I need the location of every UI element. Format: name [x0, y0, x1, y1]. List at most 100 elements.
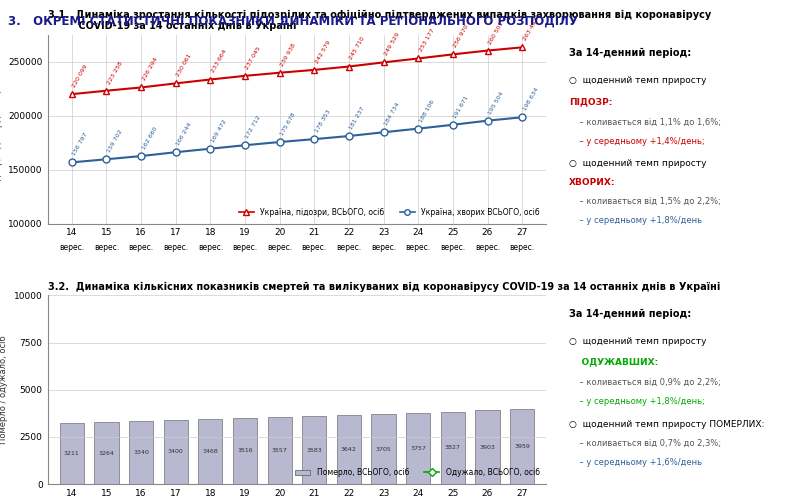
Y-axis label: Підозр/Підтверджено, осіб: Підозр/Підтверджено, осіб [0, 70, 2, 189]
Text: ○  щоденний темп приросту: ○ щоденний темп приросту [569, 76, 709, 85]
Text: 3827: 3827 [445, 446, 461, 451]
Text: – коливається від 1,1% до 1,6%;: – коливається від 1,1% до 1,6%; [569, 118, 721, 127]
Bar [233, 418, 257, 484]
Text: 3642: 3642 [341, 447, 357, 452]
Text: 263 492: 263 492 [522, 17, 539, 42]
Text: 260 501: 260 501 [488, 20, 505, 45]
Text: верес.: верес. [128, 243, 154, 252]
Україна, підозри, ВСЬОГО, осіб [136, 84, 146, 90]
Text: 162 660: 162 660 [141, 126, 158, 151]
Text: 3468: 3468 [203, 449, 219, 454]
Україна, підозри, ВСЬОГО, осіб [240, 73, 249, 79]
Y-axis label: Померло / одужало, осіб: Померло / одужало, осіб [0, 335, 9, 444]
Text: 3211: 3211 [64, 451, 80, 456]
Text: 3.1.  Динаміка зростання кількості підозрілих та офіційно підтверджених випадків: 3.1. Динаміка зростання кількості підозр… [48, 9, 710, 31]
Text: верес.: верес. [232, 243, 257, 252]
Text: верес.: верес. [163, 243, 188, 252]
Україна, хворих ВСЬОГО, осіб [379, 129, 388, 135]
Text: – коливається від 0,7% до 2,3%;: – коливається від 0,7% до 2,3%; [569, 439, 721, 448]
Text: 3.2.  Динаміка кількісних показників смертей та вилікуваних від коронавірусу COV: 3.2. Динаміка кількісних показників смер… [48, 282, 720, 292]
Text: 83458: 83458 [0, 498, 1, 499]
Text: 188 106: 188 106 [418, 99, 435, 123]
Bar [94, 423, 119, 484]
Bar [441, 412, 465, 484]
Text: 159 702: 159 702 [106, 129, 124, 154]
Bar [337, 415, 361, 484]
Text: 3516: 3516 [237, 449, 253, 454]
Text: ○  щоденний темп приросту ПОМЕРЛИХ:: ○ щоденний темп приросту ПОМЕРЛИХ: [569, 420, 764, 429]
Text: 253 177: 253 177 [418, 28, 436, 53]
Text: 166 244: 166 244 [176, 122, 193, 147]
Україна, хворих ВСЬОГО, осіб [517, 114, 527, 120]
Bar [371, 414, 396, 484]
Україна, хворих ВСЬОГО, осіб [67, 159, 77, 165]
Україна, підозри, ВСЬОГО, осіб [206, 76, 215, 82]
Text: верес.: верес. [406, 243, 431, 252]
Україна, підозри, ВСЬОГО, осіб [310, 67, 319, 73]
Text: 191 671: 191 671 [453, 95, 470, 119]
Text: 85133: 85133 [0, 498, 1, 499]
Text: 223 258: 223 258 [106, 60, 124, 85]
Text: 86973: 86973 [0, 498, 1, 499]
Text: 233 664: 233 664 [211, 49, 227, 74]
Text: 172 712: 172 712 [245, 115, 262, 140]
Text: 3264: 3264 [98, 451, 114, 456]
Text: 220 099: 220 099 [72, 64, 89, 89]
Text: верес.: верес. [59, 243, 84, 252]
Text: 72324: 72324 [0, 498, 1, 499]
Text: – у середньому +1,8%/день;: – у середньому +1,8%/день; [569, 397, 704, 406]
Україна, підозри, ВСЬОГО, осіб [275, 70, 284, 76]
Text: 3705: 3705 [375, 447, 391, 452]
Text: 81670: 81670 [0, 498, 1, 499]
Text: 156 797: 156 797 [72, 132, 89, 157]
Text: 195 504: 195 504 [488, 90, 505, 115]
Україна, підозри, ВСЬОГО, осіб [101, 88, 111, 94]
Legend: Померло, ВСЬОГО, осіб, Одужало, ВСЬОГО, осіб: Померло, ВСЬОГО, осіб, Одужало, ВСЬОГО, … [292, 465, 543, 480]
Text: 239 938: 239 938 [280, 42, 297, 67]
Bar [475, 410, 500, 484]
Text: 256 970: 256 970 [453, 24, 470, 49]
Text: 69543: 69543 [0, 498, 1, 499]
Text: ХВОРИХ:: ХВОРИХ: [569, 178, 615, 187]
Text: верес.: верес. [198, 243, 223, 252]
Text: 237 045: 237 045 [245, 45, 262, 70]
Line: Україна, підозри, ВСЬОГО, осіб: Україна, підозри, ВСЬОГО, осіб [68, 44, 526, 98]
Text: 242 579: 242 579 [314, 39, 332, 64]
Text: 70810: 70810 [0, 498, 1, 499]
Bar [406, 413, 430, 484]
Україна, хворих ВСЬОГО, осіб [413, 126, 423, 132]
Text: – коливається від 0,9% до 2,2%;: – коливається від 0,9% до 2,2%; [569, 378, 721, 387]
Text: 178 353: 178 353 [314, 109, 331, 134]
Україна, хворих ВСЬОГО, осіб [448, 122, 458, 128]
Text: 181 237: 181 237 [349, 106, 366, 130]
Україна, підозри, ВСЬОГО, осіб [483, 47, 493, 53]
Text: верес.: верес. [267, 243, 292, 252]
Text: 226 294: 226 294 [141, 57, 158, 82]
Line: Україна, хворих ВСЬОГО, осіб: Україна, хворих ВСЬОГО, осіб [68, 114, 526, 166]
Україна, хворих ВСЬОГО, осіб [275, 139, 284, 145]
Text: 78184: 78184 [0, 498, 1, 499]
Україна, підозри, ВСЬОГО, осіб [517, 44, 527, 50]
Україна, хворих ВСЬОГО, осіб [101, 156, 111, 162]
Bar [510, 409, 535, 484]
Bar [129, 421, 153, 484]
Україна, підозри, ВСЬОГО, осіб [345, 63, 354, 69]
Bar [59, 424, 84, 484]
Україна, хворих ВСЬОГО, осіб [310, 136, 319, 142]
Text: За 14-денний період:: За 14-денний період: [569, 48, 691, 58]
Україна, підозри, ВСЬОГО, осіб [413, 55, 423, 61]
Text: 245 710: 245 710 [349, 36, 366, 61]
Text: 3903: 3903 [480, 445, 496, 450]
Text: – у середньому +1,4%/день;: – у середньому +1,4%/день; [569, 137, 704, 146]
Україна, хворих ВСЬОГО, осіб [240, 142, 249, 148]
Україна, хворих ВСЬОГО, осіб [345, 133, 354, 139]
Text: – у середньому +1,6%/день: – у середньому +1,6%/день [569, 458, 702, 467]
Text: – коливається від 1,5% до 2,2%;: – коливається від 1,5% до 2,2%; [569, 197, 721, 206]
Україна, хворих ВСЬОГО, осіб [206, 146, 215, 152]
Україна, підозри, ВСЬОГО, осіб [171, 80, 181, 86]
Text: верес.: верес. [94, 243, 119, 252]
Україна, хворих ВСЬОГО, осіб [171, 149, 181, 155]
Text: ОДУЖАВШИХ:: ОДУЖАВШИХ: [569, 358, 658, 367]
Text: 75486: 75486 [0, 498, 1, 499]
Україна, хворих ВСЬОГО, осіб [136, 153, 146, 159]
